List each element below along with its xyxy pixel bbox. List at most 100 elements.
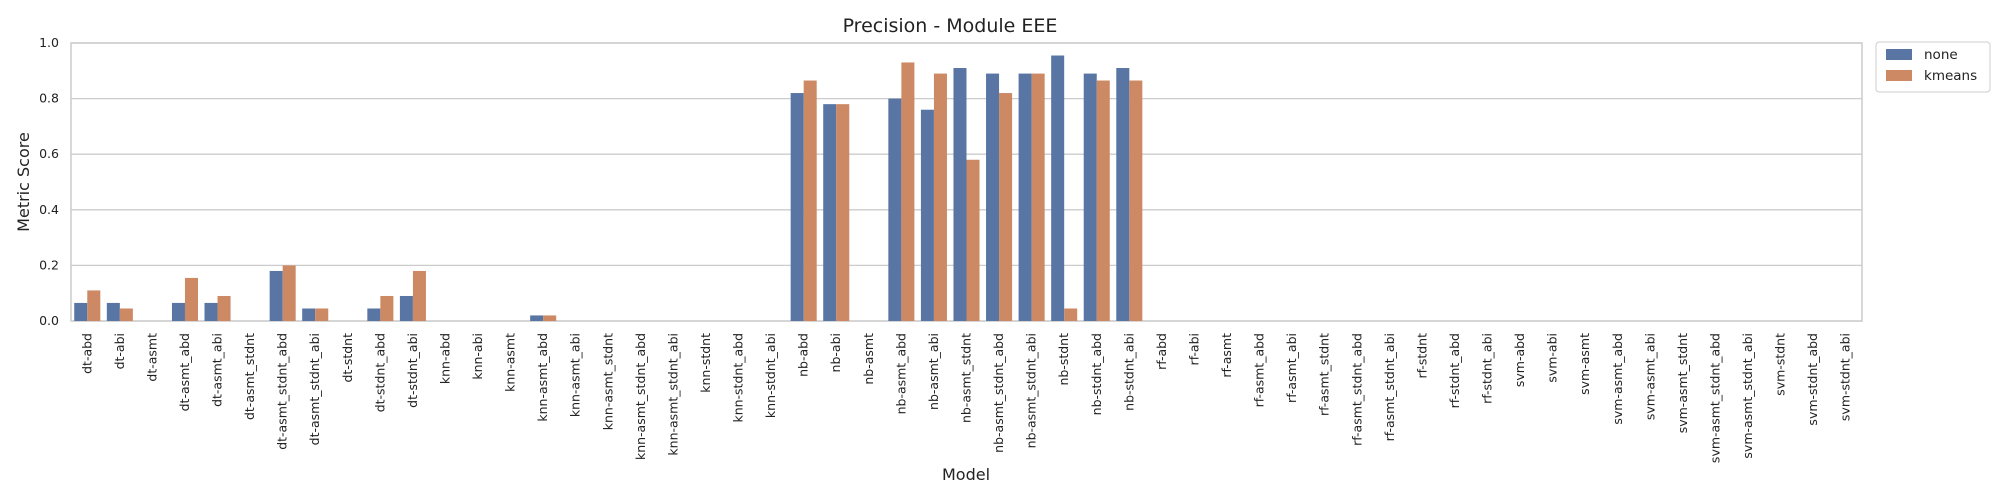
x-tick-label: rf-asmt_stdnt_abi xyxy=(1382,333,1397,441)
x-tick-label: knn-asmt xyxy=(503,333,518,392)
bar-none-dt-abd xyxy=(74,302,88,321)
x-tick-label: dt-asmt_abd xyxy=(177,333,192,411)
bar-none-nb-stdnt_abd xyxy=(1083,73,1097,321)
x-tick-label: dt-abi xyxy=(112,333,127,369)
x-tick-label: nb-stdnt_abd xyxy=(1089,333,1104,415)
x-tick-label: nb-abi xyxy=(828,333,843,372)
x-tick-label: knn-stdnt_abd xyxy=(731,333,746,423)
x-tick-label: rf-asmt_abi xyxy=(1284,333,1299,403)
x-tick-label: nb-asmt_stdnt_abd xyxy=(991,333,1006,453)
y-axis-ticks: 0.0 0.2 0.4 0.6 0.8 1.0 xyxy=(39,35,59,328)
x-tick-label: svm-stdnt xyxy=(1773,333,1788,396)
bar-kmeans-dt-abi xyxy=(119,308,133,321)
bar-kmeans-nb-asmt_stdnt xyxy=(966,159,980,321)
x-tick-label: dt-stdnt xyxy=(340,333,355,383)
bar-none-nb-asmt_abi xyxy=(920,109,934,321)
x-tick-label: rf-stdnt_abd xyxy=(1447,333,1462,408)
legend-swatch-kmeans xyxy=(1886,70,1912,81)
y-tick-label: 1.0 xyxy=(39,35,59,50)
x-tick-label: dt-asmt xyxy=(144,333,159,382)
bar-kmeans-nb-stdnt_abi xyxy=(1129,80,1143,321)
x-tick-label: svm-abd xyxy=(1512,333,1527,387)
y-tick-label: 0.0 xyxy=(39,313,59,328)
legend-label-kmeans: kmeans xyxy=(1924,68,1977,84)
x-tick-label: svm-asmt_stdnt_abi xyxy=(1740,333,1755,459)
x-tick-label: nb-asmt_stdnt xyxy=(959,333,974,423)
x-tick-label: rf-asmt xyxy=(1219,333,1234,378)
bar-kmeans-nb-asmt_stdnt_abi xyxy=(1031,73,1045,321)
x-tick-label: rf-asmt_stdnt xyxy=(1317,333,1332,416)
bar-kmeans-dt-stdnt_abi xyxy=(412,270,426,321)
legend-label-none: none xyxy=(1924,47,1958,63)
bar-kmeans-nb-asmt_abi xyxy=(933,73,947,321)
bar-none-knn-asmt_abd xyxy=(530,315,544,321)
x-tick-label: svm-asmt_abd xyxy=(1610,333,1625,425)
bar-none-dt-abi xyxy=(106,302,120,321)
x-tick-label: knn-asmt_abi xyxy=(568,333,583,417)
x-tick-label: knn-abd xyxy=(437,333,452,384)
bars xyxy=(74,55,1143,322)
bar-none-nb-abi xyxy=(823,104,837,321)
x-tick-label: svm-stdnt_abi xyxy=(1838,333,1853,421)
x-tick-label: knn-stdnt xyxy=(698,333,713,393)
x-tick-label: knn-asmt_stdnt xyxy=(600,333,615,430)
bar-kmeans-nb-stdnt_abd xyxy=(1096,80,1110,321)
x-tick-label: rf-asmt_abd xyxy=(1252,333,1267,407)
x-tick-label: knn-abi xyxy=(470,333,485,380)
x-tick-label: knn-asmt_stdnt_abd xyxy=(633,333,648,460)
bar-kmeans-nb-asmt_abd xyxy=(901,62,915,322)
bar-kmeans-dt-asmt_abd xyxy=(184,277,198,321)
bar-kmeans-dt-asmt_stdnt_abi xyxy=(315,308,329,321)
bar-kmeans-nb-abi xyxy=(836,104,850,321)
bar-kmeans-nb-asmt_stdnt_abd xyxy=(999,93,1013,321)
bar-kmeans-nb-abd xyxy=(803,80,817,321)
x-tick-label: nb-stdnt_abi xyxy=(1121,333,1136,411)
bar-kmeans-dt-stdnt_abd xyxy=(380,295,394,321)
bar-kmeans-nb-stdnt xyxy=(1064,308,1078,321)
bar-none-nb-abd xyxy=(790,93,804,321)
x-tick-label: svm-asmt_abi xyxy=(1642,333,1657,420)
y-tick-label: 0.8 xyxy=(39,91,59,106)
x-axis-label: Model xyxy=(942,465,990,484)
x-tick-label: dt-asmt_stdnt xyxy=(242,333,257,420)
legend: none kmeans xyxy=(1875,41,1991,93)
y-axis-label: Metric Score xyxy=(14,132,33,232)
x-tick-label: svm-asmt_stdnt xyxy=(1675,333,1690,433)
x-tick-label: rf-abi xyxy=(1186,333,1201,365)
bar-none-nb-asmt_abd xyxy=(888,98,902,321)
x-tick-label: dt-stdnt_abd xyxy=(372,333,387,412)
x-tick-label: dt-asmt_abi xyxy=(210,333,225,407)
bar-kmeans-dt-asmt_abi xyxy=(217,295,231,321)
x-tick-label: nb-asmt_stdnt_abi xyxy=(1024,333,1039,448)
bar-kmeans-dt-abd xyxy=(87,290,101,321)
bar-none-dt-stdnt_abd xyxy=(367,308,381,321)
bar-none-nb-asmt_stdnt_abi xyxy=(1018,73,1032,321)
y-tick-label: 0.6 xyxy=(39,146,59,161)
bar-none-nb-stdnt_abi xyxy=(1116,68,1130,322)
bar-none-dt-asmt_abi xyxy=(204,302,218,321)
x-tick-label: nb-asmt_abi xyxy=(926,333,941,410)
x-tick-label: knn-asmt_stdnt_abi xyxy=(665,333,680,456)
legend-swatch-none xyxy=(1886,49,1912,60)
y-tick-label: 0.2 xyxy=(39,257,59,272)
x-tick-label: rf-stdnt xyxy=(1414,333,1429,379)
x-tick-label: knn-stdnt_abi xyxy=(763,333,778,418)
x-tick-label: svm-asmt_stdnt_abd xyxy=(1707,333,1722,463)
x-tick-label: dt-asmt_stdnt_abi xyxy=(307,333,322,445)
x-axis-ticks: dt-abd dt-abi dt-asmt dt-asmt_abd dt-asmt_ab… xyxy=(79,333,1852,463)
bar-kmeans-knn-asmt_abd xyxy=(543,315,557,321)
x-tick-label: nb-stdnt xyxy=(1056,333,1071,386)
x-tick-label: nb-asmt xyxy=(861,333,876,385)
x-tick-label: dt-abd xyxy=(79,333,94,374)
x-tick-label: dt-stdnt_abi xyxy=(405,333,420,408)
bar-none-dt-asmt_abd xyxy=(171,302,185,321)
x-tick-label: nb-asmt_abd xyxy=(893,333,908,414)
x-tick-label: rf-abd xyxy=(1154,333,1169,370)
chart-title: Precision - Module EEE xyxy=(843,15,1058,37)
bar-kmeans-dt-asmt_stdnt_abd xyxy=(282,265,296,321)
x-tick-label: knn-asmt_abd xyxy=(535,333,550,422)
x-tick-label: dt-asmt_stdnt_abd xyxy=(275,333,290,450)
x-tick-label: svm-stdnt_abd xyxy=(1805,333,1820,426)
x-tick-label: nb-abd xyxy=(796,333,811,377)
